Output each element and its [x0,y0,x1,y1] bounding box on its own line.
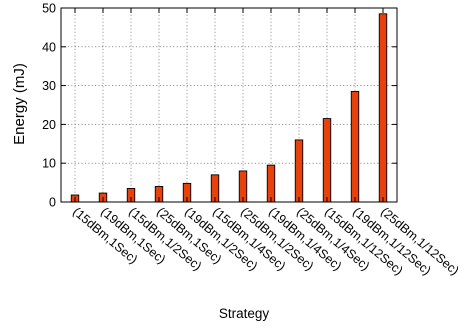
axis-layer [60,7,398,203]
y-tick-labels: 0 10 20 30 40 50 [42,2,56,210]
y-tick-label: 20 [42,118,56,132]
plot-frame [60,7,398,203]
bar-layer [70,13,388,203]
y-tick-label: 0 [49,196,56,210]
y-axis-title: Energy (mJ) [11,63,28,145]
bar [322,118,332,203]
y-tick-label: 40 [42,40,56,54]
grid-layer [61,8,397,202]
bar [350,90,360,203]
y-tick-label: 10 [42,157,56,171]
bar [294,139,304,203]
x-axis-title: Strategy [219,306,270,321]
y-tick-label: 50 [42,2,56,16]
y-tick-label: 30 [42,79,56,93]
x-category-labels: (15dBm,1Sec)(19dBm,1Sec)(15dBm,1/2Sec)(2… [70,205,462,278]
bar [266,164,276,203]
bar [378,13,388,203]
